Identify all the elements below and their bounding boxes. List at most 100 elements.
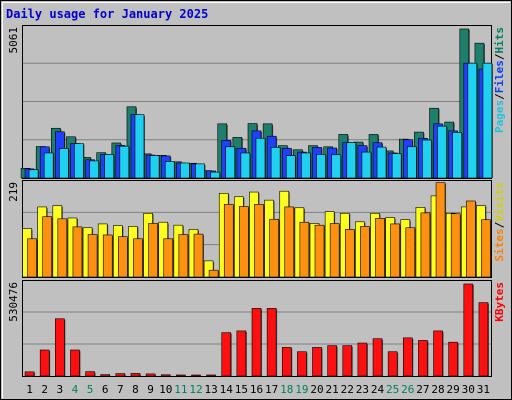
bar-pages-day-5 <box>89 160 99 179</box>
bar-kbytes-day-24 <box>372 338 383 377</box>
series-label-files: Files <box>493 60 506 93</box>
bar-kbytes-day-31 <box>478 302 489 377</box>
bar-pages-day-30 <box>467 62 478 179</box>
bar-kbytes-day-16 <box>251 308 262 377</box>
day-label-5: 5 <box>87 383 94 396</box>
bar-kbytes-day-3 <box>55 318 65 377</box>
bar-sites-day-15 <box>239 206 249 278</box>
bar-pages-day-26 <box>406 146 417 179</box>
y-max-label-3: 530476 <box>7 282 20 322</box>
series-label-pages: Pages <box>493 100 506 133</box>
bar-sites-day-12 <box>193 233 204 278</box>
day-label-17: 17 <box>265 383 278 396</box>
bar-sites-day-14 <box>223 204 234 278</box>
day-label-6: 6 <box>102 383 109 396</box>
bar-kbytes-day-12 <box>191 374 201 377</box>
right-series-label-2: Sites/Visits <box>493 182 506 262</box>
day-label-9: 9 <box>147 383 154 396</box>
bar-kbytes-day-21 <box>327 345 337 377</box>
bar-pages-day-12 <box>195 163 205 179</box>
label-separator: / <box>493 93 506 100</box>
day-label-26: 26 <box>401 383 414 396</box>
bar-sites-day-11 <box>178 234 189 278</box>
bar-sites-day-31 <box>481 219 491 278</box>
bar-kbytes-day-9 <box>145 373 156 377</box>
bar-sites-day-21 <box>329 223 340 278</box>
bar-pages-day-28 <box>437 125 447 179</box>
bar-pages-day-17 <box>270 147 281 179</box>
bar-pages-day-3 <box>59 148 69 179</box>
bar-sites-day-27 <box>420 212 431 278</box>
bar-sites-day-24 <box>375 218 385 278</box>
bar-pages-day-4 <box>74 143 84 179</box>
bar-kbytes-day-19 <box>297 351 307 377</box>
day-label-14: 14 <box>220 383 234 396</box>
label-separator: / <box>493 53 506 60</box>
bar-kbytes-day-18 <box>281 347 292 377</box>
bar-kbytes-day-8 <box>130 373 141 377</box>
label-separator: / <box>493 221 506 228</box>
day-label-12: 12 <box>189 383 202 396</box>
day-label-4: 4 <box>72 383 79 396</box>
day-label-20: 20 <box>310 383 323 396</box>
bar-pages-day-16 <box>255 137 266 179</box>
day-label-8: 8 <box>132 383 139 396</box>
bar-pages-day-24 <box>376 146 387 179</box>
bar-sites-day-1 <box>27 238 37 278</box>
day-label-15: 15 <box>235 383 248 396</box>
bar-kbytes-day-1 <box>24 371 35 377</box>
right-series-label-3: KBytes <box>493 282 506 322</box>
bar-pages-day-11 <box>180 162 190 179</box>
day-label-30: 30 <box>462 383 475 396</box>
bar-sites-day-7 <box>118 236 128 278</box>
series-label-kbytes: KBytes <box>493 282 506 322</box>
day-label-23: 23 <box>356 383 369 396</box>
bar-kbytes-day-27 <box>418 340 428 377</box>
bar-pages-day-13 <box>210 171 220 179</box>
bar-kbytes-day-7 <box>115 373 126 377</box>
bar-sites-day-2 <box>42 216 52 278</box>
bar-sites-day-9 <box>148 223 158 278</box>
bar-sites-day-30 <box>466 200 476 278</box>
series-label-visits: Visits <box>493 182 506 222</box>
bar-sites-day-20 <box>314 224 325 278</box>
bar-sites-day-25 <box>390 223 400 278</box>
bar-kbytes-day-30 <box>463 283 474 377</box>
bar-pages-day-29 <box>452 132 462 179</box>
bar-pages-day-6 <box>104 154 115 179</box>
panel-border-3 <box>22 280 492 377</box>
day-label-2: 2 <box>41 383 48 396</box>
series-label-sites: Sites <box>493 228 506 261</box>
bar-kbytes-day-13 <box>206 374 216 377</box>
bar-kbytes-day-5 <box>85 371 95 377</box>
bar-pages-day-31 <box>482 62 493 179</box>
bar-sites-day-29 <box>450 213 461 278</box>
bar-sites-day-19 <box>299 221 310 278</box>
bar-pages-day-23 <box>361 151 372 179</box>
bar-visits-day-13 <box>203 260 214 278</box>
y-max-label-1: 5061 <box>7 27 20 54</box>
bar-kbytes-day-22 <box>342 345 353 377</box>
bar-kbytes-day-29 <box>448 341 458 377</box>
bar-sites-day-10 <box>163 238 174 278</box>
bar-kbytes-day-20 <box>312 347 322 377</box>
day-label-1: 1 <box>26 383 33 396</box>
bar-pages-day-14 <box>225 146 236 179</box>
y-max-label-2: 219 <box>7 182 20 202</box>
day-label-7: 7 <box>117 383 124 396</box>
bar-sites-day-17 <box>269 218 279 278</box>
bar-sites-day-5 <box>87 234 98 278</box>
bar-kbytes-day-28 <box>433 330 443 377</box>
bar-kbytes-day-2 <box>39 349 50 377</box>
day-label-28: 28 <box>431 383 444 396</box>
bar-pages-day-10 <box>164 161 175 179</box>
bar-pages-day-2 <box>43 152 54 179</box>
day-label-13: 13 <box>204 383 217 396</box>
bar-pages-day-25 <box>391 153 402 179</box>
bar-pages-day-1 <box>28 169 39 179</box>
bar-pages-day-9 <box>149 155 160 179</box>
day-label-27: 27 <box>416 383 429 396</box>
day-label-24: 24 <box>371 383 385 396</box>
day-label-3: 3 <box>57 383 64 396</box>
